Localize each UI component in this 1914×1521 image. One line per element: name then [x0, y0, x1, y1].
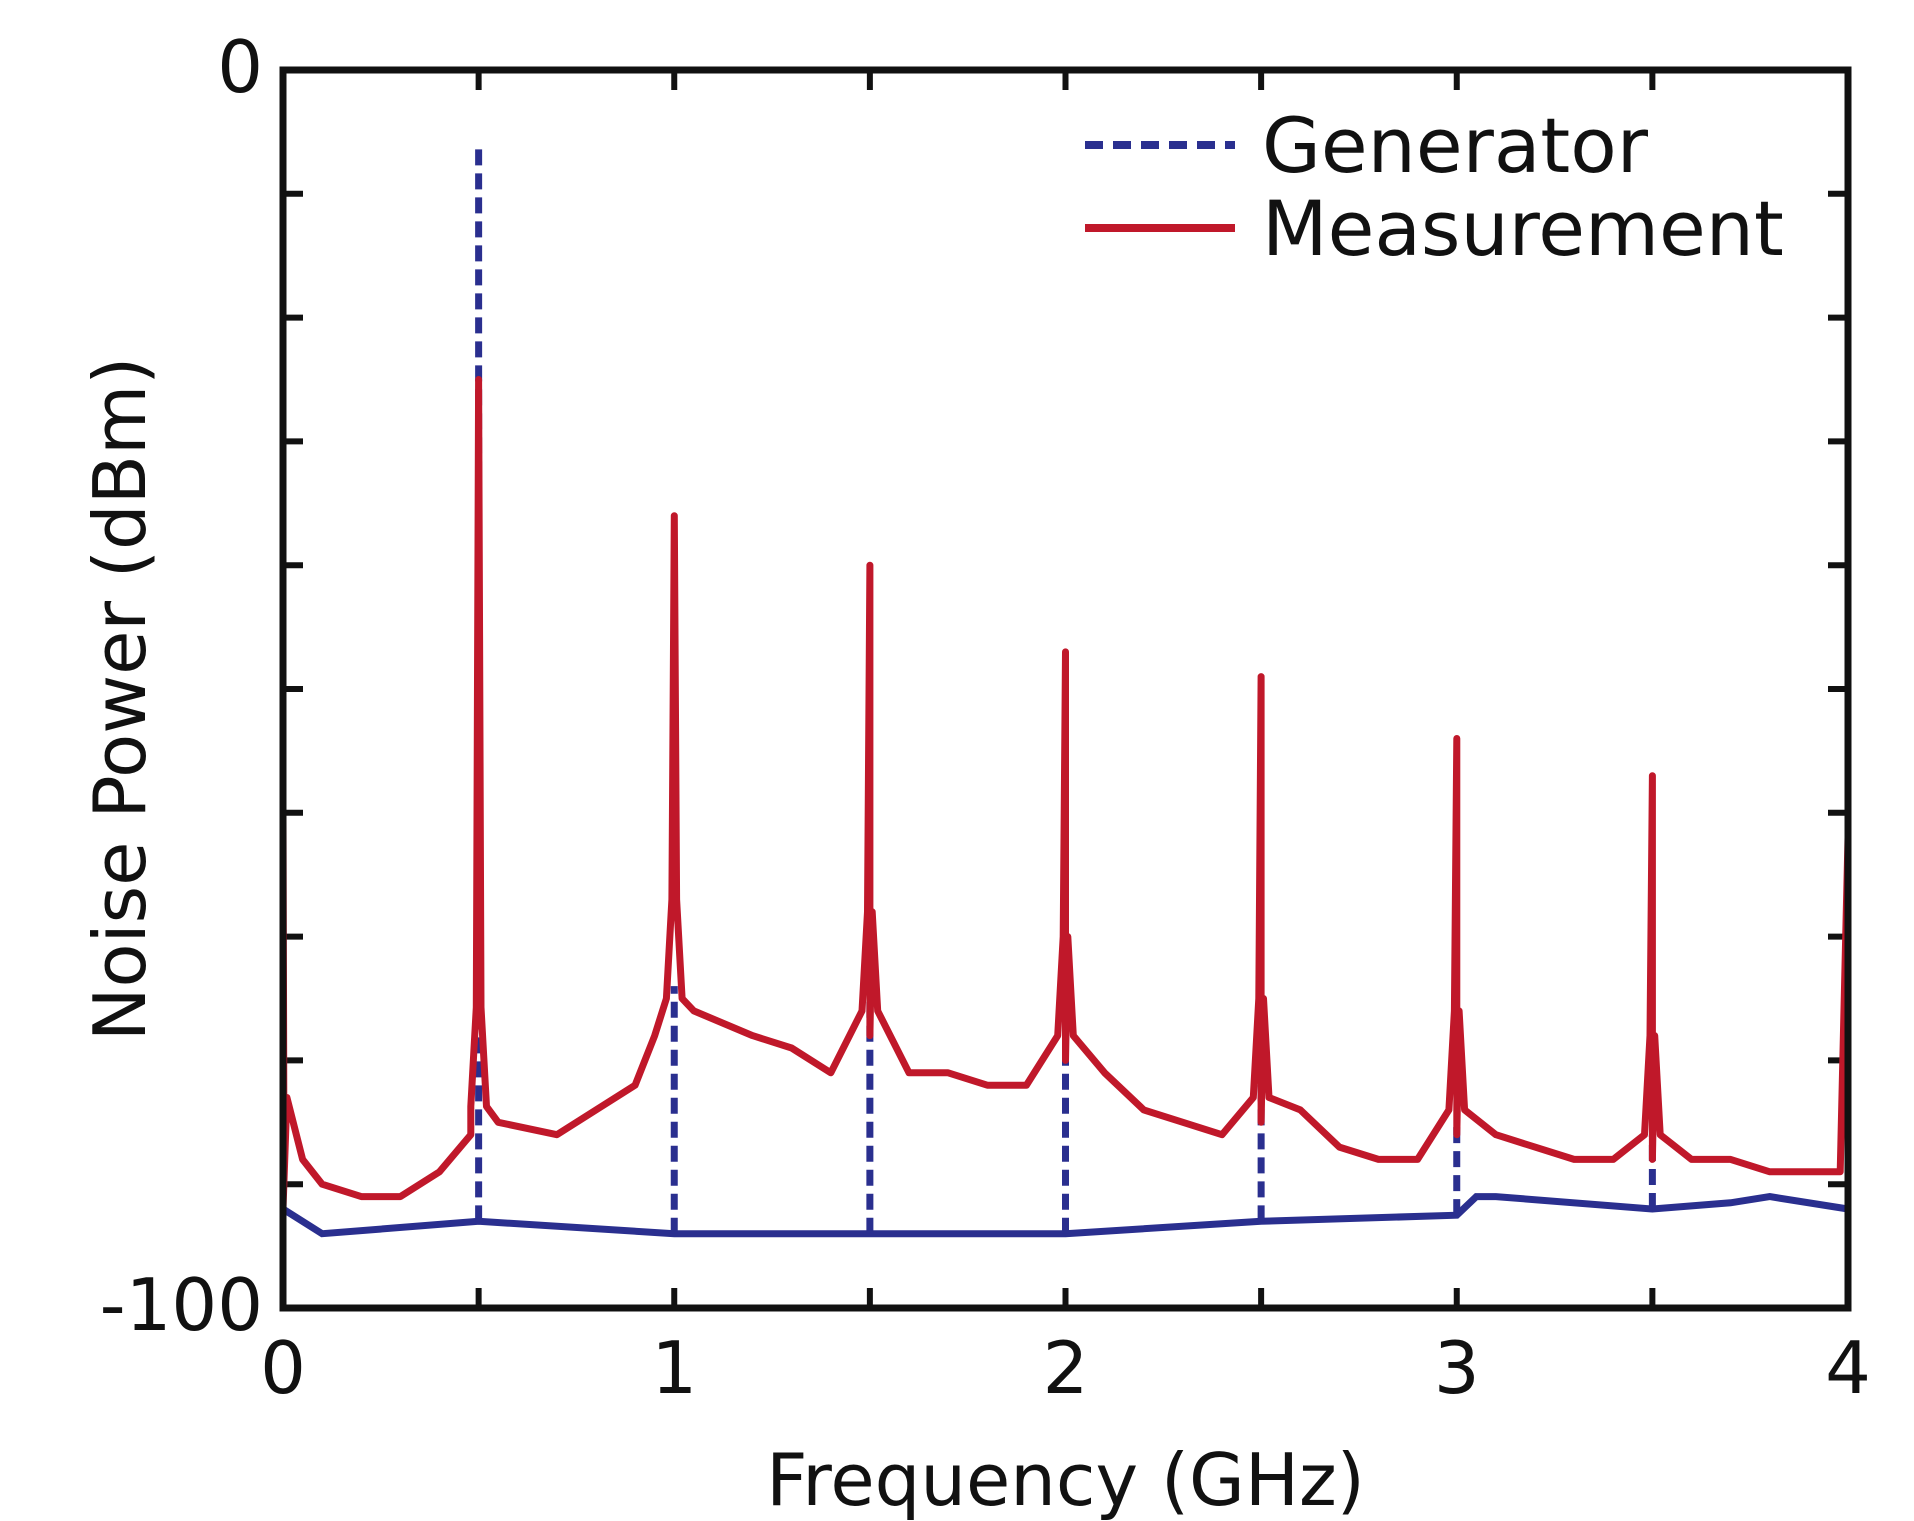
x-tick-label: 3	[1434, 1326, 1480, 1410]
series-layer	[279, 144, 1852, 1238]
measurement-line	[279, 376, 1852, 1210]
legend: Generator Measurement	[1085, 101, 1784, 273]
x-tick-label: 2	[1043, 1326, 1089, 1410]
y-tick-label-top: 0	[217, 25, 263, 109]
x-tick-label: 4	[1825, 1326, 1871, 1410]
legend-measurement-label: Measurement	[1262, 184, 1784, 273]
tick-labels: 0 1 2 3 40-100	[100, 25, 1871, 1410]
x-tick-label: 1	[651, 1326, 697, 1410]
plot-frame	[279, 66, 1852, 1312]
y-tick-label-bottom: -100	[100, 1263, 263, 1347]
x-tick-label: 0	[260, 1326, 306, 1410]
x-axis-title: Frequency (GHz)	[766, 1438, 1365, 1521]
y-axis-title: Noise Power (dBm)	[78, 357, 162, 1042]
legend-generator-label: Generator	[1262, 101, 1649, 190]
generator-baseline	[281, 1193, 1849, 1238]
